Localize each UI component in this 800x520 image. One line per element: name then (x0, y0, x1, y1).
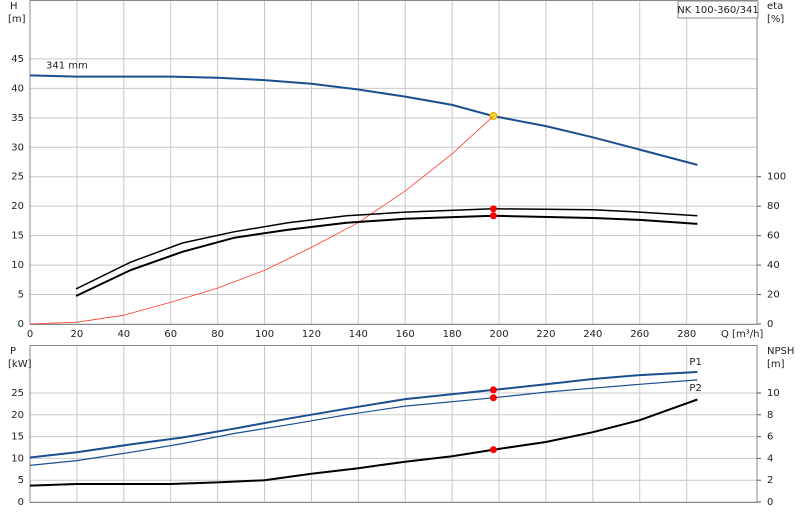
curve (29, 379, 698, 466)
operating-point (489, 394, 497, 402)
y-tick-label: 20 (11, 201, 24, 212)
y-axis-unit: [m] (8, 14, 26, 25)
y2-tick-label: 2 (767, 475, 773, 486)
x-tick-label: 120 (302, 329, 321, 340)
y-tick-label: 0 (18, 497, 24, 508)
x-tick-label: 100 (255, 329, 274, 340)
x-tick-label: 200 (489, 329, 508, 340)
x-tick-label: 60 (164, 329, 177, 340)
y-tick-label: 40 (11, 83, 24, 94)
x-tick-label: 260 (630, 329, 649, 340)
y-tick-label: 10 (11, 453, 24, 464)
x-tick-label: 140 (349, 329, 368, 340)
y-axis-label: H (10, 1, 18, 12)
y2-axis-unit: [%] (767, 14, 784, 25)
y-axis-label: P (10, 346, 16, 357)
y2-tick-label: 6 (767, 432, 773, 443)
y2-tick-label: 10 (767, 388, 780, 399)
operating-point (489, 446, 497, 454)
operating-point (489, 212, 497, 220)
x-tick-label: 40 (117, 329, 130, 340)
series-label: P2 (689, 383, 701, 394)
y-tick-label: 45 (11, 54, 24, 65)
plot-frame (29, 0, 758, 325)
y2-tick-label: 40 (767, 260, 780, 271)
operating-point (489, 386, 497, 394)
y-tick-label: 15 (11, 231, 24, 242)
curve (29, 74, 698, 166)
y-tick-label: 30 (11, 142, 24, 153)
x-tick-label: 0 (27, 329, 33, 340)
y2-tick-label: 100 (767, 172, 786, 183)
curve (29, 398, 698, 487)
x-tick-label: 220 (536, 329, 555, 340)
y-tick-label: 5 (18, 290, 24, 301)
x-tick-label: 160 (396, 329, 415, 340)
y2-tick-label: 80 (767, 201, 780, 212)
curve (75, 214, 698, 297)
y-tick-label: 15 (11, 432, 24, 443)
y-axis-unit: [kW] (8, 359, 32, 370)
y2-axis-label: NPSH (767, 346, 794, 357)
y2-tick-label: 0 (767, 497, 773, 508)
y2-axis-unit: [m] (767, 359, 785, 370)
y2-axis-label: eta (767, 1, 783, 12)
series-label: 341 mm (46, 60, 88, 71)
y2-tick-label: 0 (767, 319, 773, 330)
y-tick-label: 20 (11, 410, 24, 421)
x-tick-label: 240 (583, 329, 602, 340)
x-axis-label: Q [m³/h] (721, 329, 763, 340)
y-tick-label: 25 (11, 172, 24, 183)
x-tick-label: 280 (677, 329, 696, 340)
series-label: P1 (689, 357, 701, 368)
curve (75, 208, 698, 290)
y-tick-label: 0 (18, 319, 24, 330)
y-tick-label: 5 (18, 475, 24, 486)
x-tick-label: 180 (443, 329, 462, 340)
y2-tick-label: 8 (767, 410, 773, 421)
y2-tick-label: 20 (767, 290, 780, 301)
x-tick-label: 80 (211, 329, 224, 340)
y-tick-label: 35 (11, 113, 24, 124)
curve (29, 115, 494, 325)
operating-point (489, 205, 497, 213)
plot-frame (29, 345, 758, 503)
y-tick-label: 25 (11, 388, 24, 399)
y-tick-label: 10 (11, 260, 24, 271)
y2-tick-label: 4 (767, 453, 773, 464)
curve (29, 371, 698, 459)
title-box (677, 0, 759, 19)
chart-title: NK 100-360/341 (677, 5, 758, 16)
x-tick-label: 20 (71, 329, 84, 340)
y2-tick-label: 60 (767, 231, 780, 242)
